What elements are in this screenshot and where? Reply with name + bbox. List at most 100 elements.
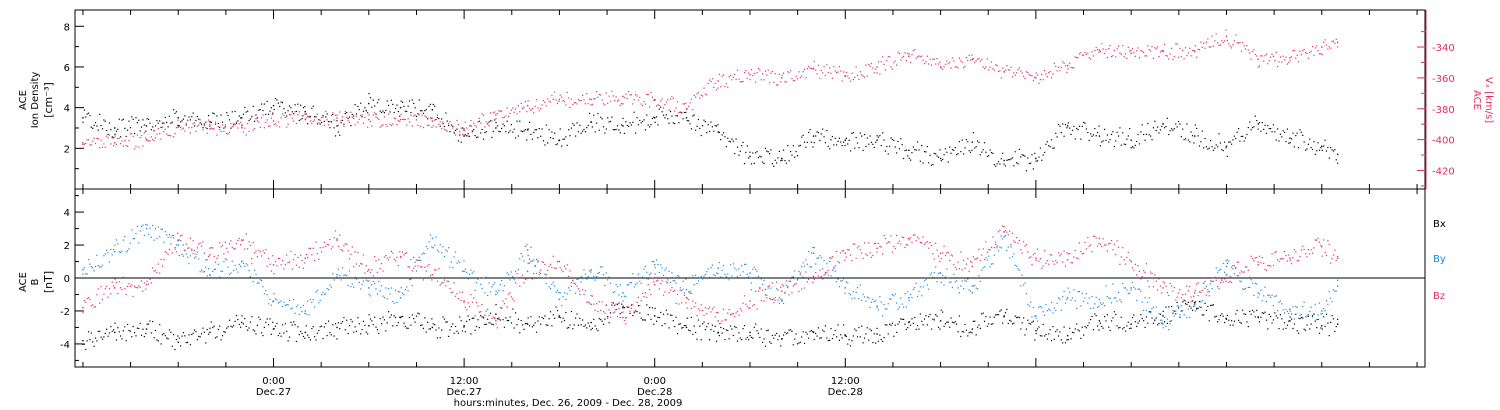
scatter-point — [245, 263, 247, 265]
scatter-point — [401, 315, 404, 318]
scatter-point — [1226, 314, 1228, 317]
scatter-point — [653, 261, 655, 263]
scatter-point — [760, 299, 762, 302]
scatter-point — [718, 261, 720, 264]
scatter-point — [343, 245, 345, 247]
data-point — [526, 249, 529, 251]
scatter-point — [300, 330, 302, 333]
scatter-point — [1090, 318, 1092, 321]
scatter-point — [1152, 306, 1155, 308]
scatter-point — [893, 295, 895, 297]
scatter-point — [374, 112, 376, 114]
scatter-point — [478, 327, 480, 329]
scatter-point — [1317, 314, 1319, 316]
scatter-point — [664, 269, 666, 271]
scatter-point — [344, 110, 346, 113]
scatter-point — [815, 272, 817, 274]
scatter-point — [981, 59, 983, 61]
scatter-point — [764, 288, 767, 290]
scatter-point — [1031, 316, 1033, 318]
scatter-point — [1113, 311, 1115, 313]
scatter-point — [561, 269, 563, 271]
scatter-point — [272, 301, 274, 303]
scatter-point — [1217, 286, 1219, 288]
scatter-point — [671, 96, 673, 98]
scatter-point — [480, 122, 482, 124]
data-point — [1289, 57, 1291, 59]
scatter-point — [1281, 318, 1283, 320]
scatter-point — [625, 317, 627, 319]
scatter-point — [789, 278, 792, 280]
scatter-point — [382, 270, 384, 272]
scatter-point — [534, 129, 536, 131]
scatter-point — [256, 282, 258, 284]
scatter-point — [1211, 304, 1213, 306]
scatter-point — [1083, 252, 1085, 254]
scatter-point — [1183, 300, 1185, 302]
scatter-point — [177, 240, 179, 242]
scatter-point — [153, 270, 155, 272]
scatter-point — [1057, 123, 1060, 126]
scatter-point — [128, 329, 130, 332]
scatter-point — [785, 162, 787, 164]
scatter-point — [468, 135, 471, 137]
scatter-point — [475, 325, 478, 328]
scatter-point — [629, 310, 631, 312]
scatter-point — [273, 108, 275, 111]
scatter-point — [1009, 230, 1011, 232]
scatter-point — [160, 258, 162, 261]
scatter-point — [132, 325, 134, 328]
scatter-point — [1119, 326, 1121, 329]
scatter-point — [993, 316, 995, 318]
scatter-point — [332, 113, 334, 116]
scatter-point — [555, 306, 557, 308]
scatter-point — [233, 123, 235, 125]
scatter-point — [252, 129, 254, 131]
scatter-point — [1337, 318, 1339, 320]
scatter-point — [96, 254, 98, 256]
scatter-point — [633, 312, 635, 314]
scatter-point — [597, 272, 599, 275]
scatter-point — [1297, 332, 1300, 334]
scatter-point — [1014, 315, 1016, 317]
scatter-point — [193, 125, 196, 127]
scatter-point — [1144, 55, 1146, 57]
scatter-point — [1091, 315, 1093, 318]
scatter-point — [947, 251, 949, 254]
scatter-point — [1242, 309, 1244, 311]
scatter-point — [662, 294, 665, 296]
scatter-point — [475, 136, 478, 139]
scatter-point — [173, 109, 175, 111]
data-point — [114, 331, 116, 334]
scatter-point — [477, 136, 479, 138]
scatter-point — [1175, 123, 1177, 125]
scatter-point — [347, 250, 349, 252]
scatter-point — [956, 153, 958, 156]
scatter-point — [420, 266, 422, 268]
scatter-point — [689, 102, 691, 104]
scatter-point — [290, 321, 292, 323]
scatter-point — [621, 124, 623, 126]
scatter-point — [92, 267, 94, 269]
scatter-point — [242, 113, 245, 115]
scatter-point — [604, 318, 606, 320]
scatter-point — [538, 110, 540, 112]
scatter-point — [1314, 320, 1316, 322]
scatter-point — [1219, 44, 1222, 46]
scatter-point — [916, 295, 919, 298]
scatter-point — [489, 112, 492, 114]
scatter-point — [919, 160, 921, 162]
scatter-point — [516, 120, 518, 122]
scatter-point — [1152, 286, 1155, 288]
scatter-point — [1141, 124, 1143, 126]
scatter-point — [480, 311, 482, 313]
scatter-point — [142, 119, 144, 121]
scatter-point — [1282, 309, 1284, 311]
scatter-point — [315, 241, 317, 243]
scatter-point — [1080, 52, 1082, 54]
scatter-point — [718, 322, 720, 325]
scatter-point — [308, 247, 310, 250]
scatter-point — [1272, 305, 1275, 307]
scatter-point — [1225, 147, 1227, 149]
scatter-point — [1265, 269, 1268, 272]
